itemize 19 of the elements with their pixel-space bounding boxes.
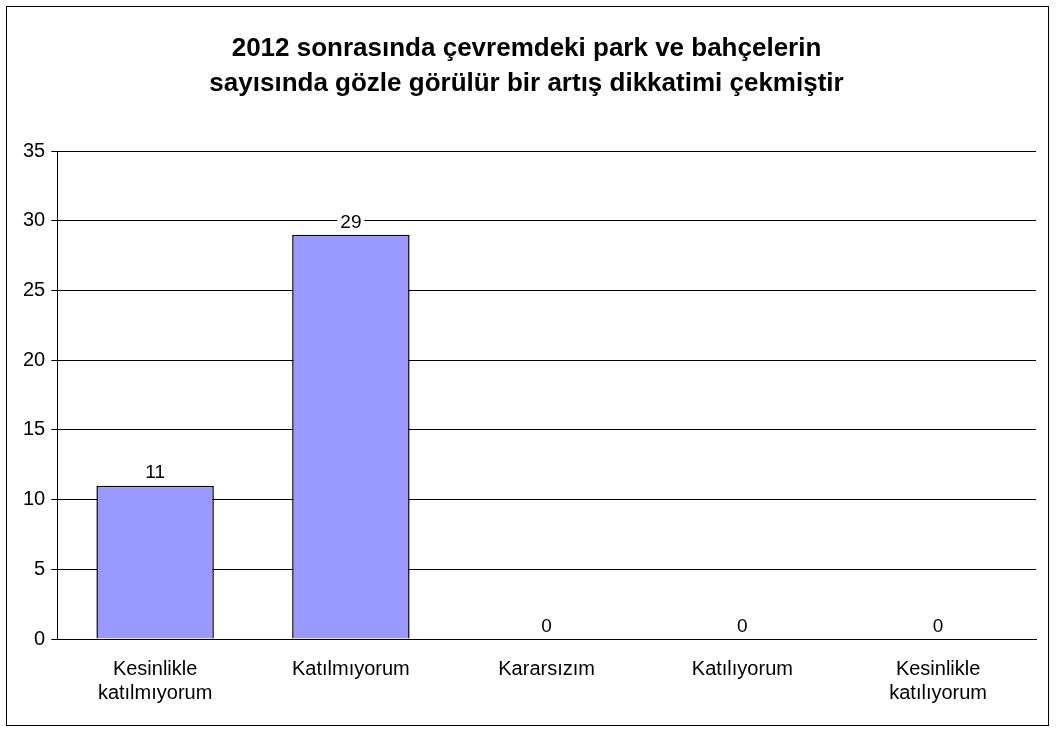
- data-label: 11: [145, 461, 165, 483]
- x-tick-label: Katılıyorum: [691, 656, 793, 679]
- data-label: 29: [340, 210, 362, 232]
- data-label: 0: [541, 614, 552, 636]
- x-tick-label: Kesinlikle katılmıyorum: [97, 656, 213, 703]
- data-label: 0: [932, 614, 944, 636]
- y-tick-label: 5: [34, 556, 46, 579]
- y-tick-label: 15: [23, 417, 46, 440]
- x-tick-label: Katılmıyorum: [291, 656, 410, 679]
- y-tick-label: 20: [23, 347, 46, 370]
- y-tick-label: 0: [34, 626, 46, 649]
- x-tick-label: Kesinlikle katılıyorum: [889, 656, 988, 703]
- y-tick-label: 25: [23, 278, 46, 301]
- chart-title: 2012 sonrasında çevremdeki park ve bahçelerin sayısında gözle görülür bir artış dikkatimi çekmiştir: [209, 31, 844, 97]
- y-tick-label: 10: [23, 487, 46, 510]
- data-label: 0: [737, 614, 748, 636]
- x-tick-label: Kararsızım: [498, 656, 595, 679]
- y-tick-label: 35: [23, 138, 46, 161]
- y-tick-label: 30: [23, 208, 46, 231]
